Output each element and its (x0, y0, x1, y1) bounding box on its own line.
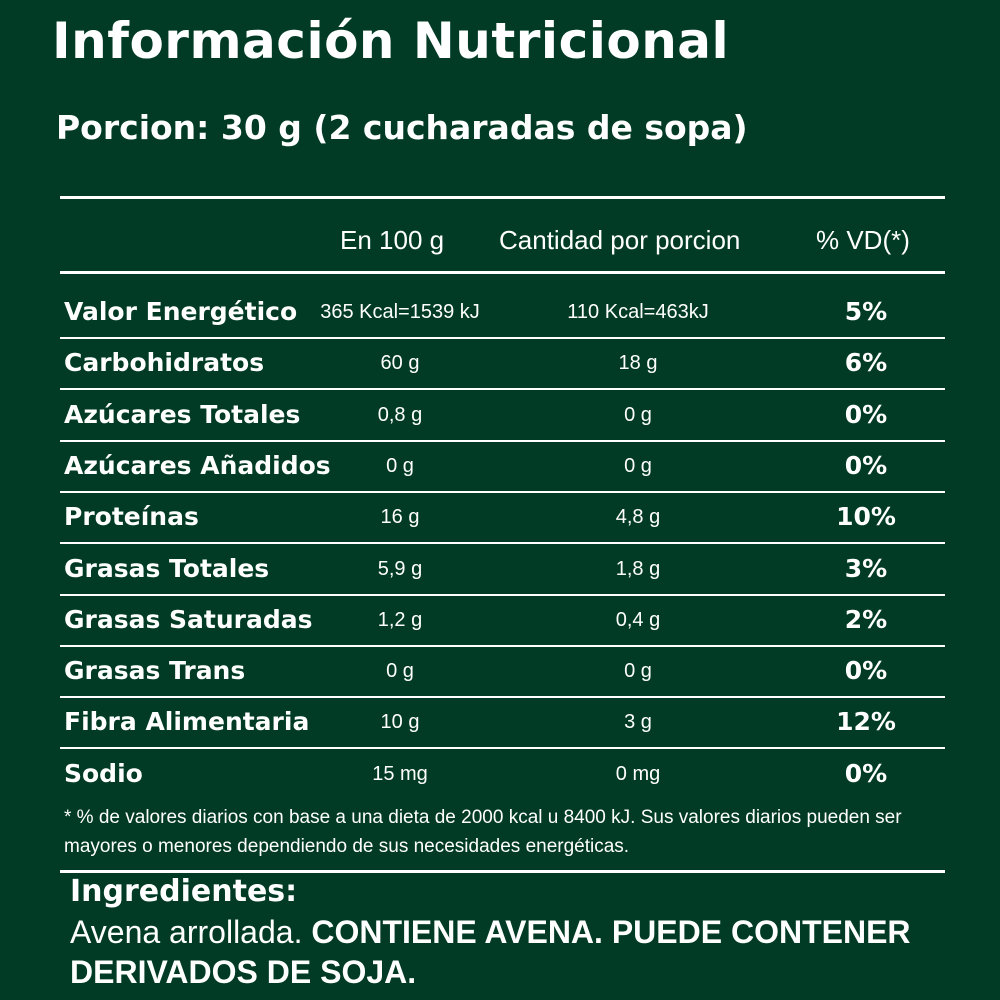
per-portion-value: 0 mg (615, 762, 661, 785)
row-label: Sodio (64, 758, 143, 788)
per-100g-value: 0,8 g (377, 403, 423, 426)
table-row: Grasas Totales 5,9 g 1,8 g 3% (60, 544, 945, 594)
daily-value-percent: 6% (844, 348, 888, 378)
row-label: Azúcares Añadidos (64, 450, 331, 480)
per-portion-value: 0 g (624, 660, 652, 683)
per-100g-value: 15 mg (372, 762, 428, 785)
per-100g-value: 365 Kcal=1539 kJ (320, 301, 480, 323)
table-row: Grasas Saturadas 1,2 g 0,4 g 2% (60, 595, 945, 645)
row-divider (60, 747, 945, 750)
row-divider (60, 542, 945, 545)
per-100g-value: 16 g (380, 506, 420, 529)
row-divider (60, 439, 945, 442)
daily-value-percent: 0% (844, 450, 888, 480)
row-divider (60, 593, 945, 596)
table-row: Proteínas 16 g 4,8 g 10% (60, 492, 945, 542)
row-label: Grasas Trans (64, 656, 246, 686)
table-top-rule (60, 196, 945, 199)
ingredients-list: Avena arrollada. (70, 914, 303, 950)
row-label: Grasas Saturadas (64, 604, 313, 634)
row-divider (60, 490, 945, 493)
row-divider (60, 644, 945, 647)
column-header-per-portion: Cantidad por porcion (499, 225, 741, 255)
per-100g-value: 0 g (386, 454, 414, 477)
table-row: Carbohidratos 60 g 18 g 6% (60, 338, 945, 388)
per-portion-value: 110 Kcal=463kJ (567, 301, 709, 323)
table-row: Valor Energético 365 Kcal=1539 kJ 110 Kcal… (60, 287, 945, 337)
daily-value-percent: 0% (844, 656, 888, 686)
table-row: Fibra Alimentaria 10 g 3 g 12% (60, 697, 945, 747)
per-portion-value: 3 g (624, 711, 652, 734)
row-label: Fibra Alimentaria (64, 707, 310, 737)
daily-value-percent: 5% (844, 297, 888, 326)
per-portion-value: 0,4 g (615, 608, 661, 631)
row-label: Grasas Totales (64, 553, 270, 583)
table-row: Sodio 15 mg 0 mg 0% (60, 749, 945, 799)
ingredients-title: Ingredientes: (70, 874, 298, 909)
page-title: Información Nutricional (52, 12, 730, 70)
header-bottom-rule (60, 271, 945, 274)
row-label: Valor Energético (64, 297, 298, 326)
per-100g-value: 1,2 g (377, 608, 423, 631)
ingredients-text: Avena arrollada. CONTIENE AVENA. PUEDE C… (70, 912, 970, 992)
row-divider (60, 388, 945, 391)
per-portion-value: 4,8 g (615, 506, 661, 529)
per-100g-value: 0 g (386, 660, 414, 683)
ingredients-rule (60, 870, 945, 873)
table-row: Azúcares Totales 0,8 g 0 g 0% (60, 390, 945, 440)
per-portion-value: 18 g (618, 352, 658, 375)
per-100g-value: 60 g (380, 352, 420, 375)
allergen-warning: CONTIENE AVENA. PUEDE CONTENER DERIVADOS… (70, 914, 911, 990)
daily-value-percent: 2% (844, 604, 888, 634)
table-row: Azúcares Añadidos 0 g 0 g 0% (60, 441, 945, 491)
daily-value-percent: 0% (844, 399, 888, 429)
row-label: Azúcares Totales (64, 399, 301, 429)
row-divider (60, 696, 945, 699)
daily-value-percent: 12% (836, 707, 896, 737)
daily-value-percent: 0% (844, 758, 888, 788)
per-portion-value: 0 g (624, 403, 652, 426)
column-header-per-100g: En 100 g (340, 225, 445, 255)
per-portion-value: 1,8 g (615, 557, 661, 580)
daily-value-percent: 10% (836, 502, 896, 532)
daily-value-footnote: * % de valores diarios con base a una di… (64, 807, 902, 857)
per-portion-value: 0 g (624, 454, 652, 477)
column-header-daily-value: % VD(*) (816, 225, 910, 255)
per-100g-value: 10 g (380, 711, 420, 734)
serving-size: Porcion: 30 g (2 cucharadas de sopa) (56, 108, 748, 147)
row-label: Carbohidratos (64, 348, 265, 378)
table-row: Grasas Trans 0 g 0 g 0% (60, 646, 945, 696)
per-100g-value: 5,9 g (377, 557, 423, 580)
row-label: Proteínas (64, 502, 199, 532)
row-divider (60, 337, 945, 339)
daily-value-percent: 3% (844, 553, 888, 583)
